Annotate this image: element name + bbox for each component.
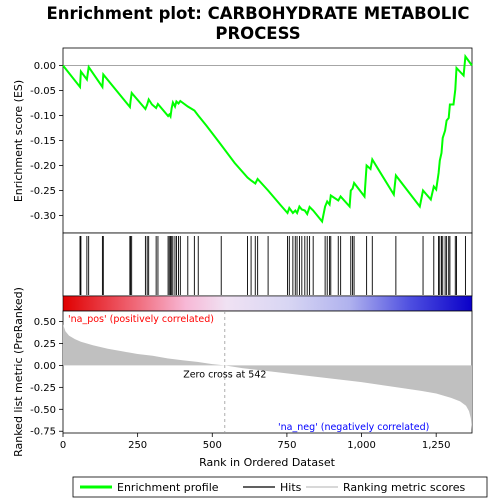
legend-metric-label: Ranking metric scores xyxy=(343,481,465,494)
legend-box xyxy=(72,476,488,498)
hits-panel-frame xyxy=(62,232,473,297)
es-y-tick-label: -0.05 xyxy=(30,86,56,97)
ranked-y-tick-label: 0.50 xyxy=(34,317,56,328)
x-tick-label: 250 xyxy=(128,440,147,451)
x-tick-label: 1,250 xyxy=(422,440,451,451)
es-y-axis-label: Enrichment score (ES) xyxy=(12,80,25,202)
ranked-y-tick-label: -0.75 xyxy=(30,427,56,438)
ranking-metric-area xyxy=(63,324,472,430)
ranked-y-tick-label: 0.25 xyxy=(34,339,56,350)
zero-cross-label: Zero cross at 542 xyxy=(183,369,266,380)
x-tick-label: 0 xyxy=(60,440,66,451)
rank-gradient-bar xyxy=(62,295,473,312)
es-y-tick-label: -0.10 xyxy=(30,111,56,122)
es-y-tick-label: -0.25 xyxy=(30,186,56,197)
enrichment-profile-line xyxy=(62,53,473,224)
ranked-y-tick-label: 0.00 xyxy=(34,361,56,372)
x-tick-label: 1,000 xyxy=(347,440,376,451)
x-axis: 0 250 500 750 1,000 1,250 xyxy=(60,433,451,451)
legend-hits-label: Hits xyxy=(280,481,302,494)
ranked-y-tick-label: -0.25 xyxy=(30,383,56,394)
x-axis-label: Rank in Ordered Dataset xyxy=(199,456,336,469)
ranked-y-axis-label: Ranked list metric (PreRanked) xyxy=(12,287,25,457)
ranked-y-tick-label: -0.50 xyxy=(30,405,56,416)
hit-marks xyxy=(79,236,466,295)
es-y-tick-label: -0.30 xyxy=(30,211,56,222)
chart-title-line2: PROCESS xyxy=(215,24,300,43)
rank-color-bar xyxy=(62,295,473,312)
es-y-tick-label: -0.20 xyxy=(30,161,56,172)
negative-correlation-label: 'na_neg' (negatively correlated) xyxy=(278,422,429,433)
es-y-tick-label: 0.00 xyxy=(34,61,56,72)
chart-title-line1: Enrichment plot: CARBOHYDRATE METABOLIC xyxy=(46,4,469,23)
es-panel: 0.00 -0.05 -0.10 -0.15 -0.20 -0.25 -0.30 Enric… xyxy=(12,47,473,234)
positive-correlation-label: 'na_pos' (positively correlated) xyxy=(68,314,214,325)
ranked-y-axis: 0.50 0.25 0.00 -0.25 -0.50 -0.75 xyxy=(30,317,63,438)
ranked-metric-panel: 0.50 0.25 0.00 -0.25 -0.50 -0.75 Zero cross a… xyxy=(12,287,473,457)
es-panel-frame xyxy=(62,47,473,234)
x-tick-label: 750 xyxy=(277,440,296,451)
hits-panel xyxy=(62,232,473,297)
x-tick-label: 500 xyxy=(203,440,222,451)
es-y-axis: 0.00 -0.05 -0.10 -0.15 -0.20 -0.25 -0.30 xyxy=(30,61,63,222)
legend-enrichment-label: Enrichment profile xyxy=(117,481,219,494)
legend: Enrichment profile Hits Ranking metric s… xyxy=(72,476,488,498)
es-y-tick-label: -0.15 xyxy=(30,136,56,147)
